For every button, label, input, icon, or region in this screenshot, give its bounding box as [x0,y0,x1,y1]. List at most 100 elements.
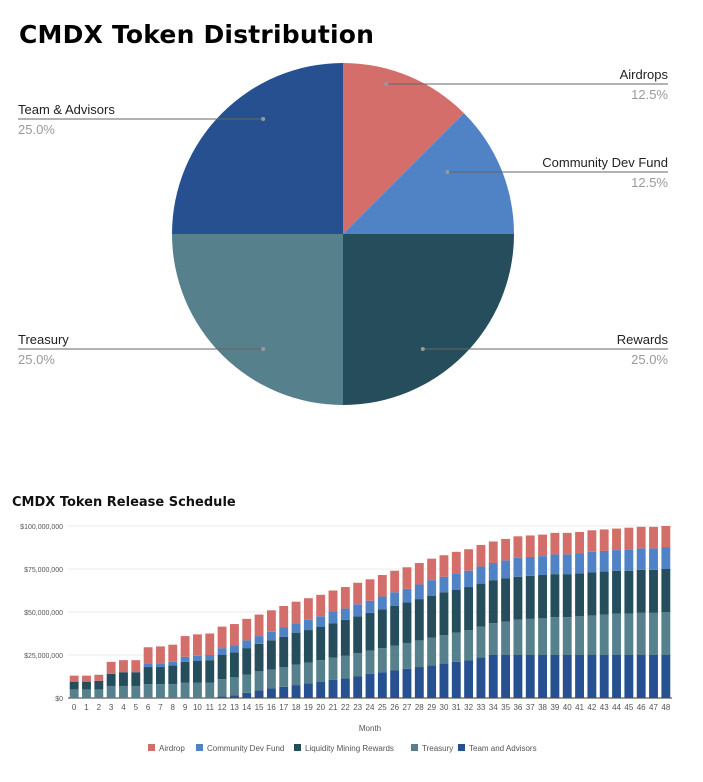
bar-segment-liquidity-mining-rewards [143,667,153,685]
bar-segment-airdrop [119,660,128,673]
bar-segment-team-and-advisors [254,690,264,698]
x-tick-label: 47 [649,703,658,712]
pie-percent-rewards: 25.0% [631,352,668,367]
bar-segment-airdrop [328,590,338,612]
bar-segment-liquidity-mining-rewards [649,569,658,613]
x-tick-label: 20 [316,703,325,712]
bar-segment-treasury [229,677,239,696]
bar-segment-community-dev-fund [291,623,301,633]
x-tick-label: 42 [587,703,596,712]
bar-segment-treasury [661,612,671,655]
pie-label-community-dev-fund: Community Dev Fund [542,155,668,170]
bar-chart-title: CMDX Token Release Schedule [12,495,236,510]
legend-item-treasury: Treasury [411,744,453,753]
bar-segment-treasury [550,617,560,655]
x-tick-label: 21 [329,703,338,712]
bar-segment-airdrop [279,605,289,628]
bar-segment-team-and-advisors [291,685,301,698]
pie-slice-airdrops [343,63,464,234]
bar-segment-team-and-advisors [501,655,511,698]
legend-swatch [148,744,155,751]
bar-segment-treasury [156,684,165,698]
bar-segment-community-dev-fund [550,554,560,575]
bar-segment-team-and-advisors [242,692,252,698]
x-tick-label: 9 [183,703,188,712]
bar-segment-airdrop [488,541,498,563]
bar-segment-community-dev-fund [427,580,437,596]
x-tick-label: 45 [624,703,633,712]
bar-segment-treasury [612,613,621,655]
bar-segment-community-dev-fund [217,648,227,655]
bar-segment-liquidity-mining-rewards [599,571,609,615]
bar-segment-treasury [414,640,424,668]
bar-segment-community-dev-fund [636,548,646,570]
bar-segment-airdrop [538,534,548,557]
bar-segment-treasury [476,626,486,658]
pie-leader-dot [420,347,425,351]
legend-label: Community Dev Fund [207,744,284,753]
x-tick-label: 41 [575,703,584,712]
bar-segment-liquidity-mining-rewards [192,661,202,683]
bar-segment-liquidity-mining-rewards [402,602,412,643]
legend-item-team-and-advisors: Team and Advisors [458,744,537,753]
bar-segment-liquidity-mining-rewards [180,661,190,683]
x-tick-label: 12 [218,703,227,712]
x-tick-label: 40 [563,703,572,712]
bar-segment-team-and-advisors [525,655,535,698]
bar-segment-team-and-advisors [377,672,387,698]
bar-segment-airdrop [451,551,461,574]
x-tick-label: 39 [550,703,559,712]
bar-segment-liquidity-mining-rewards [217,655,227,680]
x-tick-label: 33 [476,703,485,712]
bar-segment-team-and-advisors [353,676,363,698]
bar-segment-community-dev-fund [205,655,215,661]
bar-segment-treasury [254,671,264,691]
bar-segment-community-dev-fund [192,655,202,662]
bar-segment-liquidity-mining-rewards [353,616,363,654]
bar-segment-team-and-advisors [217,696,227,698]
pie-percent-airdrops: 12.5% [631,87,668,102]
bar-segment-liquidity-mining-rewards [82,681,91,690]
bar-segment-community-dev-fund [599,550,609,572]
bar-segment-liquidity-mining-rewards [501,578,511,622]
x-axis-title: Month [359,724,381,733]
bar-segment-liquidity-mining-rewards [279,636,289,668]
bar-segment-treasury [599,614,609,655]
bar-segment-treasury [143,684,153,698]
bar-segment-community-dev-fund [316,616,326,627]
bar-segment-treasury [377,648,387,673]
bar-segment-airdrop [402,567,412,589]
x-tick-label: 22 [341,703,350,712]
pie-slice-treasury [172,234,343,405]
bar-segment-airdrop [439,555,449,577]
x-tick-label: 16 [267,703,276,712]
bar-segment-airdrop [624,527,634,550]
bar-segment-treasury [365,650,375,674]
bar-segment-community-dev-fund [538,556,548,576]
bar-segment-liquidity-mining-rewards [414,599,424,641]
bar-segment-treasury [69,689,79,698]
bar-segment-treasury [439,635,449,664]
x-tick-label: 23 [353,703,362,712]
bar-segment-team-and-advisors [649,655,658,698]
bar-segment-treasury [316,660,326,682]
bar-segment-community-dev-fund [156,663,165,668]
bar-segment-airdrop [513,536,523,558]
bar-segment-treasury [402,642,412,669]
bar-segment-liquidity-mining-rewards [205,660,215,683]
bar-segment-airdrop [168,644,178,662]
bar-segment-airdrop [587,530,597,552]
legend-label: Airdrop [159,744,185,753]
bar-segment-community-dev-fund [353,604,363,617]
x-tick-label: 26 [390,703,399,712]
pie-slice-team-advisors [172,63,343,234]
bar-segment-team-and-advisors [612,655,621,698]
bar-segment-community-dev-fund [513,557,523,577]
legend-label: Team and Advisors [469,744,537,753]
bar-segment-team-and-advisors [451,661,461,698]
bar-segment-community-dev-fund [143,663,153,668]
bar-segment-team-and-advisors [538,655,548,698]
bar-segment-community-dev-fund [649,548,658,570]
bar-segment-community-dev-fund [414,584,424,600]
bar-segment-treasury [205,682,215,698]
